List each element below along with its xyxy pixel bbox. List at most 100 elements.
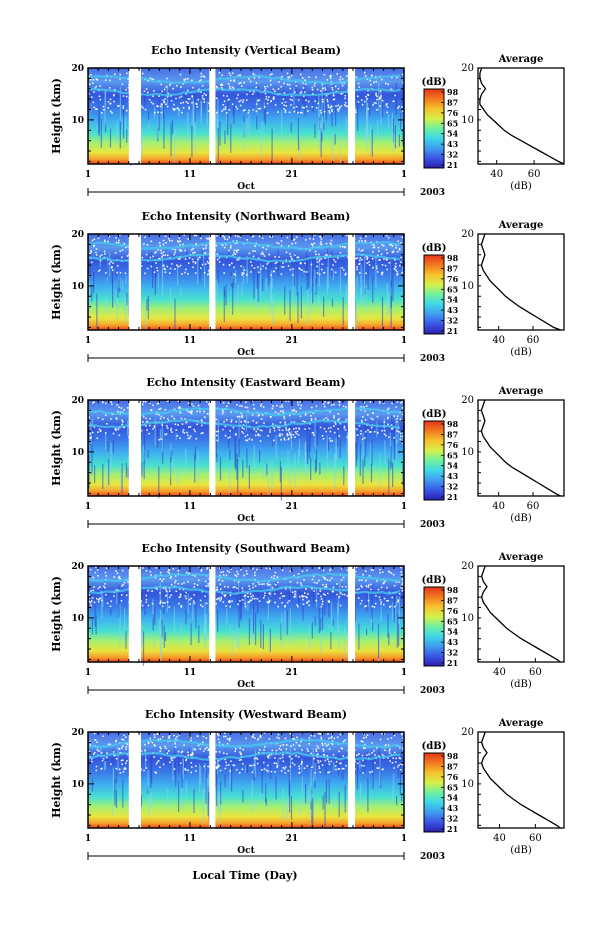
- missing-data-speckle: [270, 770, 273, 773]
- missing-data-speckle: [377, 246, 380, 249]
- missing-data-speckle: [181, 750, 184, 753]
- missing-data-speckle: [286, 601, 289, 604]
- missing-data-speckle: [252, 235, 255, 238]
- missing-data-speckle: [344, 739, 346, 741]
- missing-data-speckle: [373, 750, 375, 752]
- missing-data-speckle: [289, 570, 292, 573]
- missing-data-speckle: [310, 734, 313, 737]
- missing-data-speckle: [301, 269, 303, 271]
- missing-data-speckle: [286, 72, 289, 75]
- x-tick-label: 1: [85, 502, 91, 512]
- missing-data-speckle: [106, 423, 108, 425]
- missing-data-speckle: [239, 82, 242, 84]
- missing-data-speckle: [284, 421, 286, 424]
- missing-data-speckle: [293, 763, 296, 766]
- missing-data-speckle: [377, 431, 379, 434]
- missing-data-speckle: [91, 261, 93, 264]
- missing-data-speckle: [246, 239, 248, 241]
- missing-data-speckle: [152, 103, 154, 105]
- missing-data-speckle: [156, 403, 159, 405]
- missing-data-speckle: [310, 243, 313, 245]
- average-y-tick-label: 20: [461, 63, 474, 74]
- missing-data-speckle: [259, 735, 262, 737]
- missing-data-speckle: [164, 271, 167, 274]
- missing-data-speckle: [237, 603, 239, 606]
- missing-data-speckle: [118, 768, 121, 771]
- missing-data-speckle: [393, 767, 395, 769]
- missing-data-speckle: [396, 273, 399, 275]
- missing-data-speckle: [400, 574, 403, 576]
- missing-data-speckle: [248, 601, 251, 603]
- missing-data-speckle: [180, 751, 183, 754]
- missing-data-speckle: [370, 569, 373, 571]
- missing-data-speckle: [298, 767, 301, 770]
- missing-data-speckle: [284, 101, 287, 103]
- missing-data-speckle: [364, 100, 366, 103]
- heatmap-streak: [297, 449, 300, 476]
- missing-data-speckle: [198, 566, 200, 568]
- missing-data-speckle: [341, 84, 344, 87]
- missing-data-speckle: [203, 98, 205, 101]
- missing-data-speckle: [258, 414, 261, 416]
- data-gap: [128, 566, 142, 662]
- y-tick-label: 20: [71, 728, 84, 738]
- missing-data-speckle: [254, 434, 257, 437]
- heatmap-streak: [310, 457, 312, 481]
- missing-data-speckle: [171, 759, 173, 761]
- missing-data-speckle: [331, 88, 334, 91]
- colorbar-tick-label: 32: [447, 316, 458, 326]
- heatmap-streak: [296, 103, 298, 113]
- missing-data-speckle: [265, 267, 267, 270]
- missing-data-speckle: [384, 580, 387, 582]
- average-frame: [477, 399, 565, 497]
- heatmap-streak: [271, 277, 273, 289]
- missing-data-speckle: [392, 573, 395, 576]
- missing-data-speckle: [168, 590, 171, 592]
- missing-data-speckle: [282, 767, 285, 769]
- missing-data-speckle: [338, 404, 341, 406]
- missing-data-speckle: [321, 435, 324, 437]
- heatmap-streak: [302, 605, 304, 621]
- heatmap-streak: [126, 292, 128, 306]
- heatmap-streak: [170, 123, 172, 157]
- missing-data-speckle: [142, 107, 144, 109]
- heatmap-streak: [298, 438, 301, 457]
- missing-data-speckle: [145, 601, 148, 603]
- missing-data-speckle: [166, 105, 169, 108]
- heatmap-streak: [240, 602, 242, 619]
- missing-data-speckle: [173, 103, 175, 106]
- heatmap-streak: [236, 453, 238, 480]
- missing-data-speckle: [234, 586, 236, 588]
- heatmap-streak: [215, 112, 217, 122]
- missing-data-speckle: [268, 601, 271, 603]
- missing-data-speckle: [200, 432, 203, 435]
- missing-data-speckle: [195, 243, 197, 245]
- heatmap-streak: [250, 790, 252, 797]
- missing-data-speckle: [344, 429, 347, 431]
- missing-data-speckle: [217, 738, 220, 741]
- missing-data-speckle: [342, 755, 344, 757]
- heatmap-streak: [251, 780, 253, 812]
- missing-data-speckle: [295, 236, 298, 238]
- missing-data-speckle: [105, 79, 107, 81]
- missing-data-speckle: [241, 587, 244, 590]
- missing-data-speckle: [178, 602, 180, 605]
- missing-data-speckle: [311, 244, 314, 246]
- heatmap-streak: [271, 128, 273, 164]
- missing-data-speckle: [197, 258, 199, 261]
- heatmap-streak: [229, 624, 231, 633]
- missing-data-speckle: [179, 407, 182, 409]
- missing-data-speckle: [93, 106, 95, 109]
- missing-data-speckle: [226, 738, 229, 740]
- missing-data-speckle: [345, 406, 347, 408]
- missing-data-speckle: [360, 405, 362, 408]
- heatmap-streak: [110, 608, 112, 616]
- missing-data-speckle: [248, 585, 250, 587]
- missing-data-speckle: [253, 757, 256, 760]
- average-x-label: (dB): [510, 679, 532, 690]
- missing-data-speckle: [328, 112, 331, 114]
- heatmap-streak: [367, 257, 369, 290]
- missing-data-speckle: [302, 603, 305, 605]
- missing-data-speckle: [144, 272, 146, 275]
